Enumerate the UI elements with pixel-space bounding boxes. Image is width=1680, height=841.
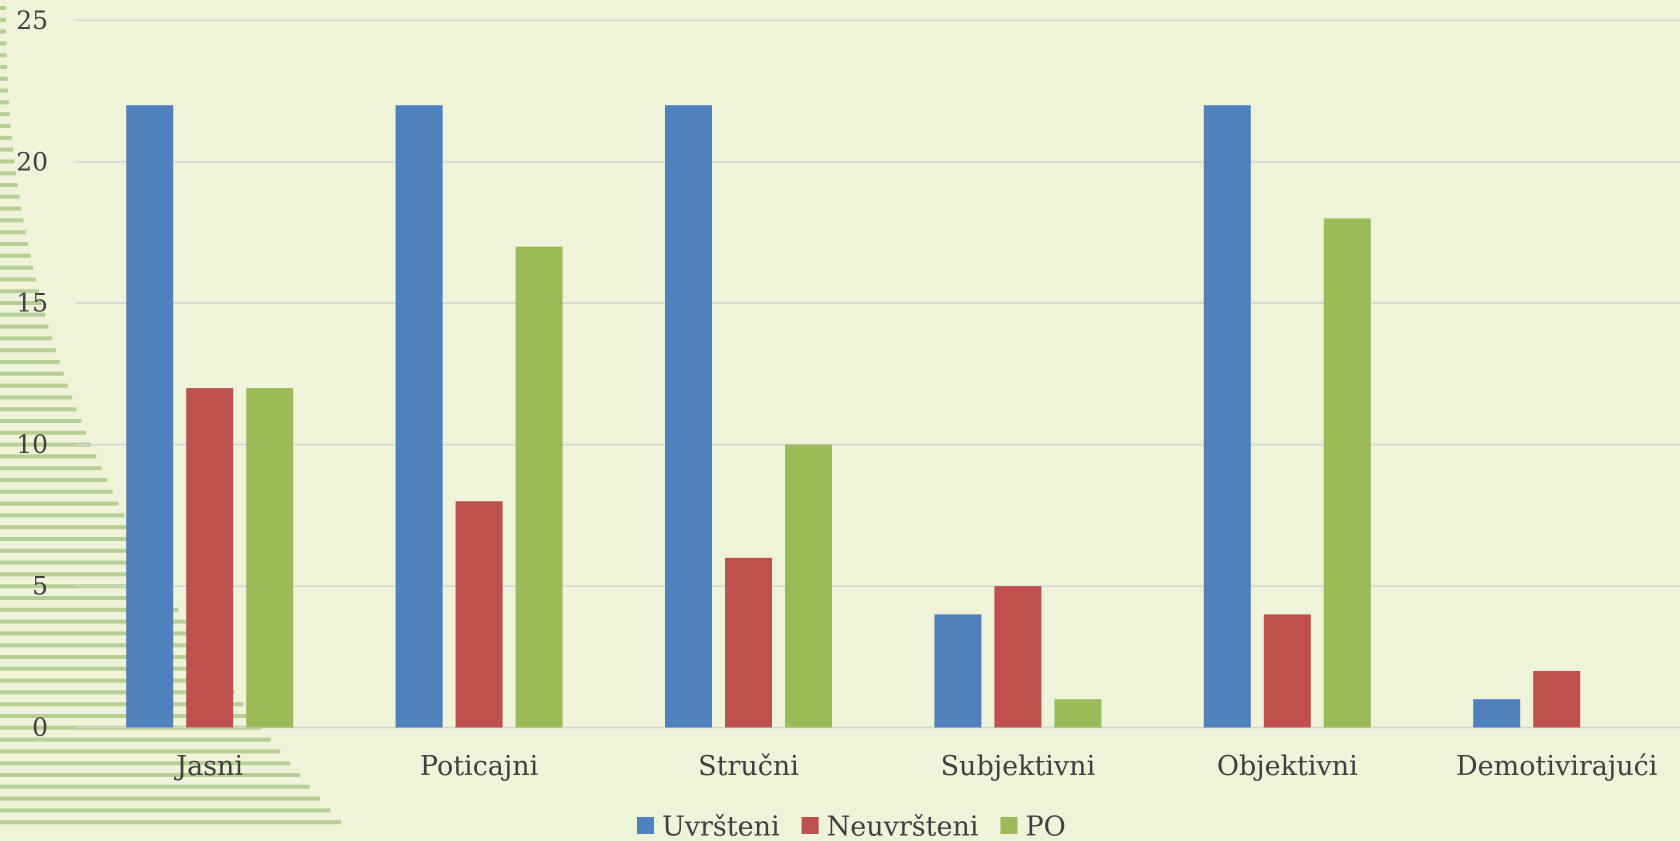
legend-swatch — [1001, 817, 1018, 834]
x-tick-label: Objektivni — [1217, 751, 1358, 782]
bar — [456, 501, 503, 727]
bar — [934, 614, 981, 727]
legend-label: Neuvršteni — [827, 812, 979, 841]
x-tick-label: Stručni — [698, 751, 799, 782]
bar — [1264, 614, 1311, 727]
chart: 0 5 10 15 20 25 Jasni Poticajni Stručni Subjektiv… — [0, 0, 1680, 841]
bar — [1054, 699, 1101, 727]
x-tick-label: Poticajni — [420, 751, 539, 782]
legend-label: Uvršteni — [662, 812, 780, 841]
legend-swatch — [802, 817, 819, 834]
bar — [1473, 699, 1520, 727]
bar — [1533, 671, 1580, 728]
legend-label: PO — [1026, 812, 1066, 841]
bar — [396, 105, 443, 727]
y-tick-label: 15 — [16, 289, 48, 318]
bar — [186, 388, 233, 727]
y-tick-label: 25 — [16, 6, 48, 35]
y-tick-label: 5 — [32, 572, 48, 601]
bar — [785, 445, 832, 728]
bar — [246, 388, 293, 727]
page: {"chart_data": {"type": "bar", "categori… — [0, 0, 1680, 841]
bar — [725, 558, 772, 728]
y-tick-label: 10 — [16, 430, 48, 459]
bar — [665, 105, 712, 727]
bar — [516, 247, 563, 728]
bar — [1204, 105, 1251, 727]
bar — [126, 105, 173, 727]
x-tick-label: Jasni — [173, 751, 243, 782]
y-tick-label: 0 — [32, 713, 48, 742]
legend: Uvršteni Neuvršteni PO — [637, 812, 1066, 841]
x-tick-label: Demotivirajući — [1456, 751, 1658, 782]
legend-swatch — [637, 817, 654, 834]
bar — [1324, 218, 1371, 727]
bar — [994, 586, 1041, 727]
x-tick-label: Subjektivni — [941, 751, 1096, 782]
y-tick-label: 20 — [16, 147, 48, 176]
